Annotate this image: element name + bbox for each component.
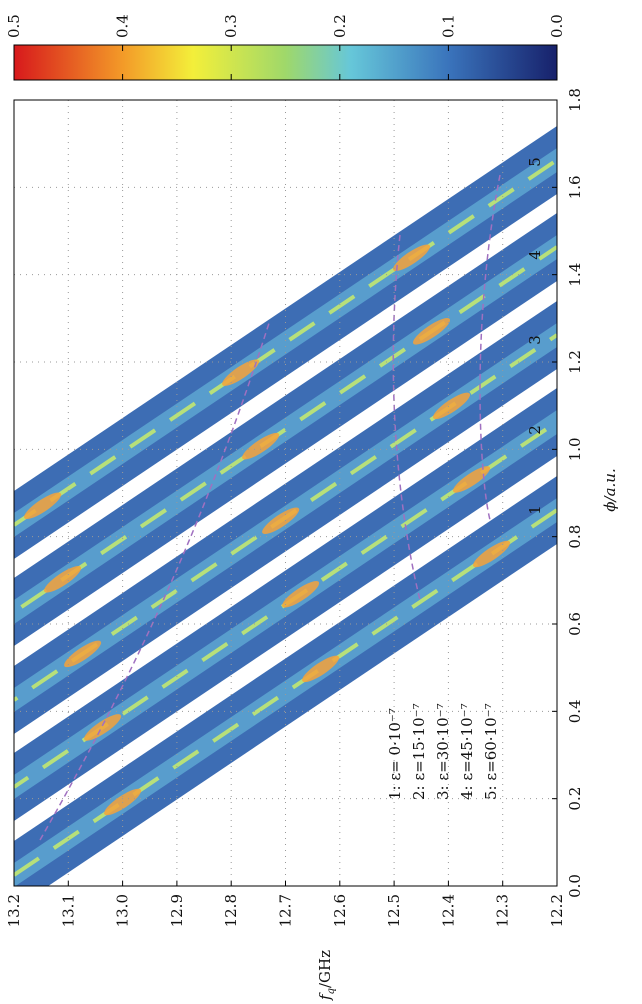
colorbar-tick-label: 0.4 — [114, 14, 132, 38]
band-label: 1 — [526, 505, 544, 515]
y-label-unit: /GHz — [316, 950, 334, 988]
colorbar-tick-label: 0.0 — [548, 14, 566, 38]
y-tick-label: 12.7 — [277, 894, 295, 927]
band-core — [14, 148, 557, 537]
y-axis-label: fq/GHz — [316, 950, 337, 1001]
y-tick-label: 13.0 — [114, 894, 132, 927]
x-tick-label: 1.0 — [566, 437, 584, 461]
x-tick-label: 1.4 — [566, 263, 584, 287]
legend-entry: 2: ε=15·10⁻⁷ — [410, 703, 428, 800]
band-ridge — [14, 158, 557, 527]
hotspot — [433, 392, 471, 420]
hotspot — [84, 714, 122, 741]
x-tick-label: 0.2 — [566, 787, 584, 811]
hotspot — [393, 244, 431, 272]
x-tick-label: 1.6 — [566, 175, 584, 199]
x-tick-label: 0.6 — [566, 612, 584, 636]
legend-entry: 3: ε=30·10⁻⁷ — [434, 703, 452, 800]
hotspot — [24, 492, 62, 520]
dashed-contour — [39, 174, 501, 841]
colorbar-tick-label: 0.5 — [5, 14, 23, 38]
y-tick-label: 12.8 — [222, 894, 240, 927]
y-label-subscript: q — [326, 988, 337, 994]
y-tick-label: 13.2 — [5, 894, 23, 927]
band-label: 2 — [526, 425, 544, 435]
heatmap-bands — [14, 126, 557, 886]
hotspot — [413, 318, 451, 345]
x-axis-label: ϕ/a.u. — [601, 468, 619, 511]
colorbar-tick-label: 0.2 — [331, 14, 349, 38]
band-core — [14, 498, 557, 886]
hotspot — [242, 432, 280, 460]
legend-entry: 1: ε= 0·10⁻⁷ — [386, 708, 404, 800]
x-tick-label: 0.8 — [566, 525, 584, 549]
hotspot — [64, 640, 102, 668]
colorbar — [13, 44, 558, 81]
hotspot — [302, 655, 340, 683]
band-ridge — [14, 245, 557, 614]
hotspot — [473, 540, 511, 568]
y-tick-label: 12.6 — [331, 894, 349, 927]
hotspot — [44, 566, 82, 593]
colorbar-tick-label: 0.3 — [222, 14, 240, 38]
band-label: 4 — [526, 250, 544, 260]
x-tick-label: 1.2 — [566, 350, 584, 374]
x-tick-label: 1.8 — [566, 88, 584, 112]
y-tick-label: 13.1 — [59, 894, 77, 927]
y-tick-label: 12.9 — [168, 894, 186, 927]
hotspot — [222, 359, 260, 386]
colorbar-tick-label: 0.1 — [439, 14, 457, 38]
y-tick-label: 12.3 — [494, 894, 512, 927]
y-tick-label: 12.4 — [439, 894, 457, 927]
hotspot — [453, 466, 491, 493]
band-label: 5 — [526, 157, 544, 167]
x-tick-label: 0.0 — [566, 874, 584, 898]
hotspot — [262, 507, 300, 535]
legend-entry: 4: ε=45·10⁻⁷ — [458, 703, 476, 800]
y-tick-label: 12.2 — [548, 894, 566, 927]
legend-entry: 5: ε=60·10⁻⁷ — [482, 703, 500, 800]
y-label-symbol: f — [316, 992, 334, 1001]
band-label: 3 — [526, 335, 544, 345]
x-tick-label: 0.4 — [566, 699, 584, 723]
hotspot — [282, 581, 320, 608]
y-tick-label: 12.5 — [385, 894, 403, 927]
